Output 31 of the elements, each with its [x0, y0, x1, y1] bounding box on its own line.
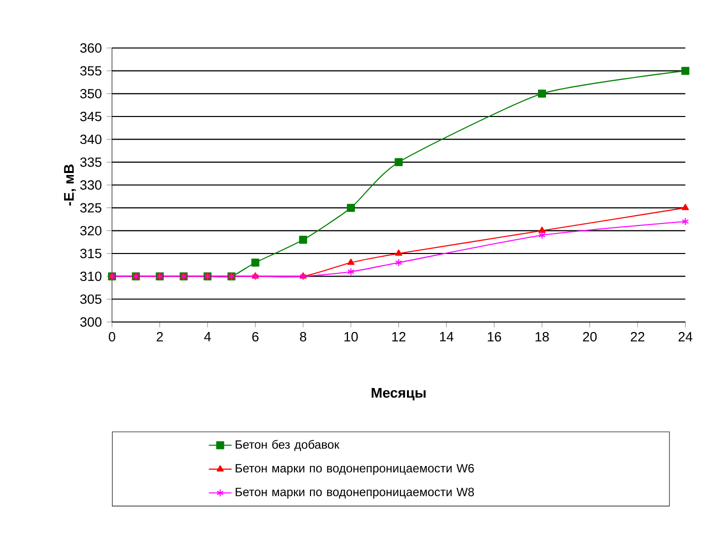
x-tick-label: 4 [204, 332, 211, 342]
x-tick-label: 10 [344, 332, 358, 342]
x-tick-label: 16 [488, 332, 502, 342]
y-tick-label: 325 [80, 203, 102, 213]
y-axis-title: -E, мВ [64, 164, 76, 206]
x-tick-label: 8 [300, 332, 306, 342]
x-tick-label: 24 [678, 332, 692, 342]
legend-label: Бетон без добавок [236, 440, 340, 452]
y-tick-label: 320 [80, 226, 102, 236]
y-tick-label: 330 [80, 180, 102, 190]
x-tick-label: 18 [536, 332, 549, 342]
y-tick-label: 350 [80, 88, 102, 98]
y-tick-label: 360 [80, 43, 102, 53]
y-tick-label: 315 [80, 248, 102, 258]
y-tick-label: 310 [80, 272, 102, 282]
x-tick-label: 14 [440, 332, 454, 342]
x-tick-label: 12 [392, 332, 406, 342]
x-tick-label: 20 [583, 332, 597, 342]
y-tick-label: 335 [80, 157, 102, 167]
y-tick-label: 340 [80, 134, 102, 144]
x-tick-label: 22 [630, 332, 644, 342]
x-tick-label: 6 [252, 332, 258, 342]
x-tick-label: 0 [108, 332, 116, 342]
y-tick-label: 305 [80, 294, 102, 304]
y-tick-label: 355 [80, 66, 102, 76]
legend-label: Бетон марки по водонепроницаемости W6 [236, 464, 474, 475]
y-tick-label: 345 [80, 112, 102, 122]
y-tick-label: 300 [80, 317, 102, 327]
x-tick-label: 2 [156, 332, 163, 342]
x-axis-title: Месяцы [372, 388, 426, 400]
legend-label: Бетон марки по водонепроницаемости W8 [236, 488, 474, 499]
